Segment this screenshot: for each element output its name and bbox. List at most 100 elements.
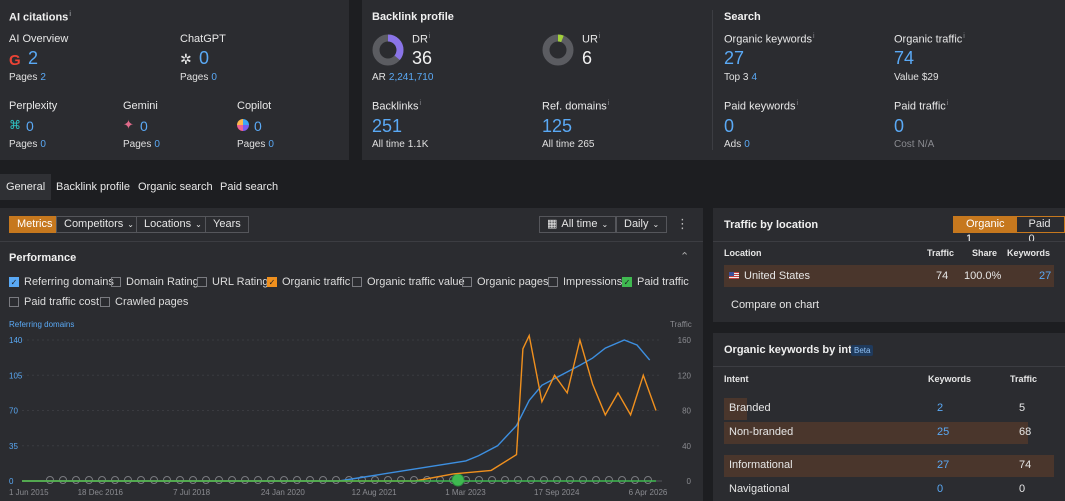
x-tick-label: 12 Aug 2021 <box>352 488 397 497</box>
checkbox-icon <box>352 277 362 287</box>
checkbox-label: Organic pages <box>477 276 549 288</box>
checkbox-icon <box>111 277 121 287</box>
organic-toggle[interactable]: Organic 1 <box>954 217 1017 245</box>
years-button[interactable]: Years <box>205 216 249 233</box>
intent-keywords[interactable]: 25 <box>937 426 950 438</box>
annotation-marker <box>293 476 301 484</box>
location-name: United States <box>744 270 811 282</box>
checkbox-organic-pages[interactable]: Organic pages <box>462 276 549 288</box>
right-axis-label: Traffic <box>670 320 692 329</box>
checkbox-label: Domain Rating <box>126 276 199 288</box>
tab-paid-search[interactable]: Paid search <box>220 181 279 193</box>
annotation-marker <box>501 476 509 484</box>
compare-on-chart-link[interactable]: Compare on chart <box>731 299 820 311</box>
checkbox-label: Impressions <box>563 276 623 288</box>
intent-name: Informational <box>729 459 793 471</box>
performance-title: Performance <box>9 252 77 264</box>
checkbox-paid-traffic[interactable]: ✓ Paid traffic <box>622 276 689 288</box>
ai-citations-panel: AI citationsi AI Overview G 2 Pages 2 Cha… <box>0 0 349 160</box>
annotation-marker <box>98 476 106 484</box>
gemini-icon: ✦ <box>123 117 134 132</box>
tab-backlink-profile[interactable]: Backlink profile <box>56 181 130 193</box>
left-tick-label: 140 <box>9 336 23 345</box>
metrics-button[interactable]: Metrics <box>9 216 61 233</box>
ar-value[interactable]: AR 2,241,710 <box>372 72 434 83</box>
copilot-label: Copilot <box>237 100 272 112</box>
backlinks-value[interactable]: 251 <box>372 116 403 136</box>
collapse-icon[interactable]: ⌃ <box>680 251 690 263</box>
tab-organic-search[interactable]: Organic search <box>138 181 213 193</box>
annotation-marker <box>605 476 613 484</box>
paid-traffic-value[interactable]: 0 <box>894 116 905 136</box>
copilot-icon <box>237 119 249 131</box>
performance-chart[interactable]: 140 160 105 120 70 80 35 40 0 0 1 Jun 2015 18 Dec 2… <box>0 328 703 501</box>
paid-keywords-label: Paid keywordsi <box>724 100 799 113</box>
organic-paid-toggle[interactable]: Organic 1 Paid 0 <box>953 216 1065 245</box>
table-row[interactable] <box>724 265 1054 287</box>
annotation-marker <box>267 476 275 484</box>
checkbox-domain-rating[interactable]: Domain Rating <box>111 276 199 288</box>
perplexity-value[interactable]: 0 <box>26 118 34 134</box>
backlinks-label: Backlinksi <box>372 100 422 113</box>
tab-general[interactable]: General <box>0 174 52 200</box>
annotation-marker <box>397 476 405 484</box>
chatgpt-label: ChatGPT <box>180 33 226 45</box>
gemini-value[interactable]: 0 <box>140 118 148 134</box>
annotation-marker <box>176 476 184 484</box>
col-location: Location <box>724 248 762 258</box>
competitors-dropdown[interactable]: Competitors ⌄ <box>56 216 142 233</box>
intent-keywords[interactable]: 0 <box>937 483 944 495</box>
organic-keywords-value[interactable]: 27 <box>724 48 745 68</box>
x-tick-label: 18 Dec 2016 <box>78 488 124 497</box>
checkbox-icon <box>462 277 472 287</box>
intent-keywords[interactable]: 2 <box>937 402 944 414</box>
checkbox-label: Crawled pages <box>115 296 189 308</box>
organic-traffic-value[interactable]: 74 <box>894 48 915 68</box>
beta-badge: Beta <box>851 345 874 356</box>
annotation-marker <box>644 476 652 484</box>
us-flag-icon <box>729 272 739 279</box>
annotation-marker <box>254 476 262 484</box>
performance-panel: Metrics Competitors ⌄ Locations ⌄ Years ▦ A… <box>0 208 703 501</box>
checkbox-label: Organic traffic <box>282 276 351 288</box>
ai-overview-value[interactable]: 2 <box>28 48 39 68</box>
checkbox-crawled-pages[interactable]: Crawled pages <box>100 296 188 308</box>
copilot-value[interactable]: 0 <box>254 118 262 134</box>
checkbox-organic-traffic-value[interactable]: Organic traffic value <box>352 276 465 288</box>
report-tabs: General Backlink profile Organic search … <box>0 174 1065 200</box>
checkbox-organic-traffic[interactable]: ✓ Organic traffic <box>267 276 350 288</box>
ai-overview-pages: Pages 2 <box>9 72 46 83</box>
paid-toggle[interactable]: Paid 0 <box>1028 218 1051 245</box>
checkbox-url-rating[interactable]: URL Rating <box>197 276 268 288</box>
location-share: 100.0% <box>964 270 1002 282</box>
traffic-by-location-title: Traffic by location <box>724 219 819 231</box>
date-range-dropdown[interactable]: ▦ All time ⌄ <box>539 216 617 233</box>
annotation-marker <box>85 476 93 484</box>
checkbox-icon: ✓ <box>267 277 277 287</box>
location-keywords[interactable]: 27 <box>1039 270 1052 282</box>
organic-keywords-label: Organic keywordsi <box>724 33 815 46</box>
annotation-marker <box>553 476 561 484</box>
chatgpt-value[interactable]: 0 <box>199 48 210 68</box>
paid-keywords-value[interactable]: 0 <box>724 116 735 136</box>
intent-keywords[interactable]: 27 <box>937 459 950 471</box>
search-title: Search <box>724 11 761 23</box>
checkbox-paid-traffic-cost[interactable]: Paid traffic cost <box>9 296 99 308</box>
more-options-icon[interactable]: ⋮ <box>676 216 689 231</box>
checkbox-icon <box>100 297 110 307</box>
intent-name: Navigational <box>729 483 790 495</box>
annotation-marker <box>423 476 431 484</box>
right-tick-label: 40 <box>682 442 691 451</box>
locations-dropdown[interactable]: Locations ⌄ <box>136 216 210 233</box>
checkbox-impressions[interactable]: Impressions <box>548 276 622 288</box>
location-divider <box>713 241 1065 242</box>
paid-traffic-label: Paid traffici <box>894 100 949 113</box>
annotation-marker <box>228 476 236 484</box>
annotation-marker <box>202 476 210 484</box>
right-tick-label: 120 <box>678 371 692 380</box>
annotation-marker <box>371 476 379 484</box>
checkbox-referring-domains[interactable]: ✓ Referring domains <box>9 276 114 288</box>
ref-domains-value[interactable]: 125 <box>542 116 573 136</box>
interval-dropdown[interactable]: Daily ⌄ <box>616 216 668 233</box>
x-tick-label: 7 Jul 2018 <box>173 488 210 497</box>
